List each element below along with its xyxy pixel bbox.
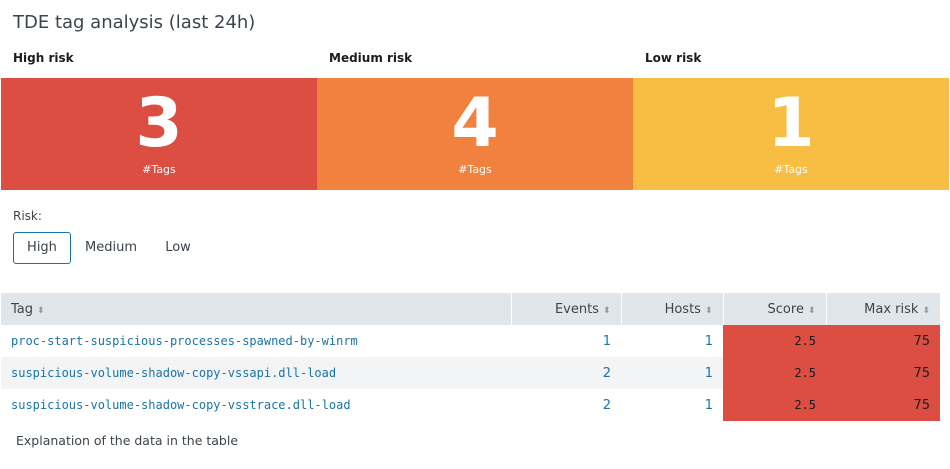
column-header-events[interactable]: Events ⬍ (510, 293, 621, 325)
medium-risk-label: Medium risk (329, 51, 413, 65)
column-label: Score (767, 301, 804, 317)
score-cell[interactable]: 2.5 (723, 389, 826, 421)
column-label: Tag (11, 301, 34, 317)
max-risk-cell[interactable]: 75 (826, 357, 940, 389)
tag-cell[interactable]: proc-start-suspicious-processes-spawned-… (11, 334, 358, 348)
low-risk-label: Low risk (645, 51, 702, 65)
dashboard-title: TDE tag analysis (last 24h) (13, 12, 256, 33)
high-risk-panel[interactable]: 3 #Tags (1, 78, 317, 190)
column-header-tag[interactable]: Tag ⬍ (1, 293, 511, 325)
score-cell[interactable]: 2.5 (723, 325, 826, 357)
high-risk-count: 3 (135, 84, 183, 163)
risk-filter-label: Risk: (13, 209, 42, 223)
column-header-score[interactable]: Score ⬍ (722, 293, 826, 325)
column-label: Max risk (864, 301, 919, 317)
medium-risk-unit: #Tags (458, 163, 492, 176)
column-label: Events (554, 301, 599, 317)
high-risk-unit: #Tags (142, 163, 176, 176)
events-cell[interactable]: 2 (602, 397, 611, 413)
sort-icon: ⬍ (922, 305, 930, 316)
sort-icon: ⬍ (807, 305, 816, 316)
hosts-cell[interactable]: 1 (704, 397, 713, 413)
max-risk-cell[interactable]: 75 (826, 325, 940, 357)
events-cell[interactable]: 2 (511, 357, 621, 389)
risk-option-medium[interactable]: Medium (85, 240, 137, 255)
risk-option-high[interactable]: High (13, 232, 71, 264)
tag-cell[interactable]: suspicious-volume-shadow-copy-vsstrace.d… (11, 398, 351, 412)
medium-risk-panel[interactable]: 4 #Tags (317, 78, 633, 190)
low-risk-count: 1 (767, 84, 815, 163)
max-risk-cell[interactable]: 75 (826, 389, 940, 421)
score-cell[interactable]: 2.5 (723, 357, 826, 389)
sort-icon: ⬍ (602, 305, 611, 316)
table-row[interactable]: proc-start-suspicious-processes-spawned-… (1, 325, 940, 357)
low-risk-panel[interactable]: 1 #Tags (633, 78, 949, 190)
table-row[interactable]: suspicious-volume-shadow-copy-vssapi.dll… (1, 357, 940, 389)
hosts-cell[interactable]: 1 (621, 357, 723, 389)
table-row[interactable]: suspicious-volume-shadow-copy-vsstrace.d… (1, 389, 940, 421)
tag-cell[interactable]: suspicious-volume-shadow-copy-vssapi.dll… (1, 357, 511, 389)
column-header-max-risk[interactable]: Max risk ⬍ (825, 293, 940, 325)
sort-icon: ⬍ (37, 305, 45, 316)
risk-option-low[interactable]: Low (165, 240, 191, 255)
medium-risk-count: 4 (451, 84, 499, 163)
low-risk-unit: #Tags (774, 163, 808, 176)
column-header-hosts[interactable]: Hosts ⬍ (620, 293, 723, 325)
high-risk-label: High risk (13, 51, 74, 65)
column-label: Hosts (664, 301, 701, 317)
tag-table: Tag ⬍ Events ⬍ Hosts ⬍ Score ⬍ Max risk ⬍ pro… (1, 293, 940, 421)
events-cell[interactable]: 1 (602, 333, 611, 349)
hosts-cell[interactable]: 1 (704, 333, 713, 349)
sort-icon: ⬍ (704, 305, 713, 316)
table-explanation: Explanation of the data in the table (16, 433, 239, 448)
